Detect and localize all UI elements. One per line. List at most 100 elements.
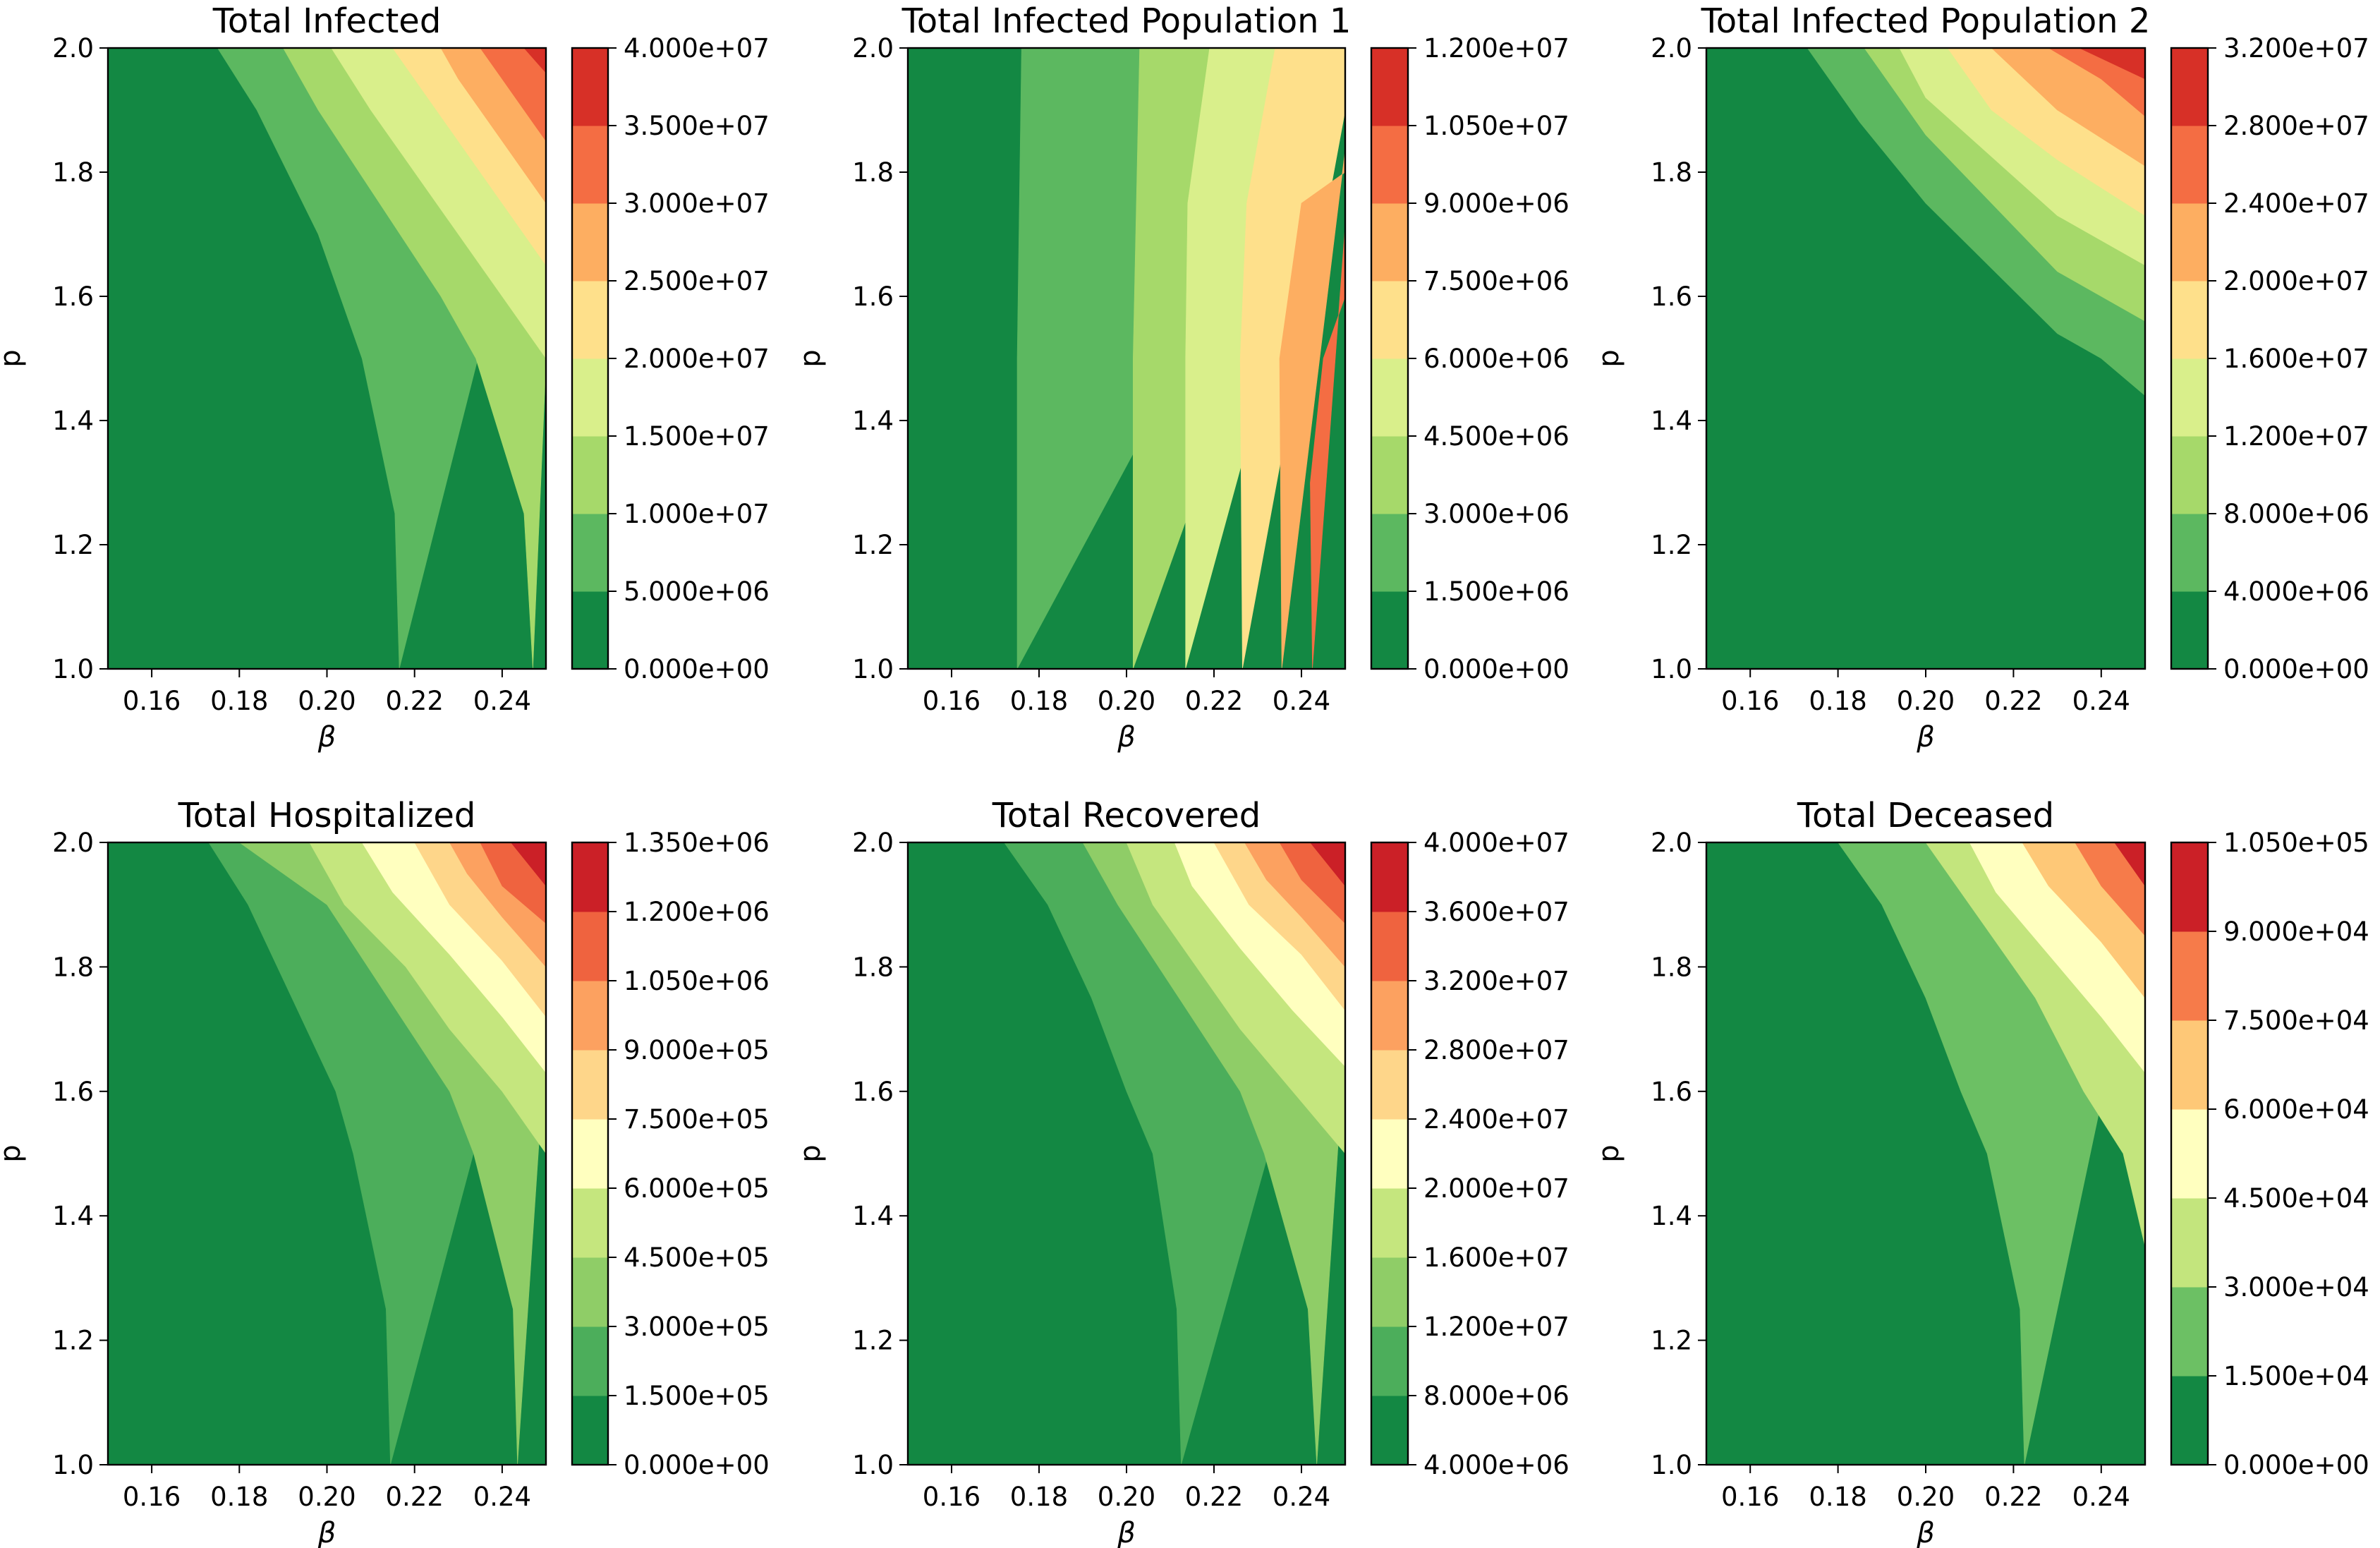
colorbar-swatch — [2171, 842, 2208, 932]
colorbar-swatch — [2171, 48, 2208, 126]
chart-title: Total Recovered — [992, 796, 1261, 835]
colorbar-swatch — [572, 591, 608, 670]
colorbar-swatch — [572, 1396, 608, 1465]
contour-band — [1279, 147, 1345, 669]
colorbar-tick-label: 4.000e+07 — [1423, 828, 1570, 858]
chart-title: Total Infected — [212, 1, 442, 41]
y-tick-label: 1.8 — [1651, 157, 1692, 188]
contour-panel: Total Recovered 0.16 0.18 0.20 0.22 0.24 1.0 1.… — [794, 796, 1570, 1548]
x-tick-label: 0.24 — [473, 1482, 531, 1512]
y-tick-label: 1.0 — [1651, 1450, 1692, 1480]
colorbar-tick-label: 0.000e+00 — [624, 1450, 770, 1480]
colorbar-swatch — [1371, 912, 1408, 981]
colorbar: 0.000e+00 4.000e+06 8.000e+06 1.200e+07 1.60… — [2170, 33, 2369, 684]
colorbar-swatch — [572, 1050, 608, 1120]
colorbar-swatch — [1371, 1119, 1408, 1189]
x-tick-label: 0.16 — [1721, 686, 1779, 716]
colorbar-tick-label: 0.000e+00 — [2223, 654, 2369, 684]
y-tick-label: 1.8 — [52, 157, 94, 188]
colorbar-swatch — [572, 842, 608, 912]
colorbar-tick-label: 9.000e+05 — [624, 1035, 770, 1065]
contour-band — [510, 842, 546, 887]
colorbar-tick-label: 1.350e+06 — [624, 828, 770, 858]
y-axis-label: p — [0, 349, 27, 367]
contour-panel: Total Infected Population 2 0.16 0.18 0.20 0… — [1593, 1, 2369, 754]
y-tick-label: 1.2 — [52, 530, 94, 560]
colorbar-frame — [571, 841, 609, 1466]
colorbar-swatch — [1371, 591, 1408, 670]
colorbar-swatch — [572, 912, 608, 981]
contour-bands — [908, 48, 1345, 669]
x-tick-label: 0.22 — [1984, 686, 2042, 716]
colorbar-swatch — [572, 1119, 608, 1189]
y-tick-label: 1.6 — [1651, 282, 1692, 312]
colorbar-tick-label: 2.000e+07 — [2223, 266, 2369, 296]
chart-title: Total Infected Population 1 — [901, 1, 1352, 41]
x-tick-label: 0.24 — [473, 686, 531, 716]
colorbar-tick-label: 2.400e+07 — [1423, 1104, 1570, 1135]
colorbar-swatch — [2171, 281, 2208, 359]
y-tick-label: 1.0 — [1651, 654, 1692, 684]
x-tick-label: 0.16 — [923, 1482, 980, 1512]
colorbar-swatch — [2171, 1020, 2208, 1110]
y-tick-label: 1.2 — [852, 530, 894, 560]
colorbar-tick-label: 2.000e+07 — [1423, 1173, 1570, 1204]
y-tick-label: 2.0 — [52, 33, 94, 64]
colorbar-swatch — [1371, 842, 1408, 912]
y-tick-label: 1.4 — [1651, 406, 1692, 436]
colorbar-tick-label: 1.500e+05 — [624, 1381, 770, 1411]
colorbar-swatch — [1371, 436, 1408, 514]
x-tick-label: 0.16 — [123, 686, 181, 716]
colorbar-swatch — [2171, 1287, 2208, 1377]
x-tick-label: 0.22 — [1185, 686, 1243, 716]
colorbar-tick-label: 1.000e+07 — [624, 499, 770, 529]
colorbar-tick-label: 1.200e+07 — [2223, 421, 2369, 452]
colorbar-tick-label: 2.500e+07 — [624, 266, 770, 296]
colorbar-swatch — [1371, 281, 1408, 359]
colorbar-swatch — [572, 1188, 608, 1258]
y-tick-label: 1.6 — [52, 282, 94, 312]
x-tick-label: 0.20 — [1897, 1482, 1955, 1512]
x-axis-label: β — [1916, 721, 1935, 754]
x-tick-label: 0.24 — [1273, 686, 1330, 716]
y-tick-label: 1.0 — [852, 1450, 894, 1480]
y-tick-label: 2.0 — [852, 33, 894, 64]
colorbar-frame — [1370, 841, 1409, 1466]
x-axis-label: β — [317, 1517, 336, 1548]
colorbar-swatch — [1371, 981, 1408, 1051]
colorbar-tick-label: 3.000e+07 — [624, 188, 770, 219]
colorbar: 0.000e+00 1.500e+06 3.000e+06 4.500e+06 6.00… — [1370, 33, 1570, 684]
colorbar-tick-label: 8.000e+06 — [1423, 1381, 1570, 1411]
colorbar-tick-label: 2.400e+07 — [2223, 188, 2369, 219]
colorbar-swatch — [2171, 591, 2208, 670]
colorbar-tick-label: 6.000e+04 — [2223, 1094, 2369, 1125]
colorbar-tick-label: 1.200e+07 — [1423, 1312, 1570, 1342]
colorbar-tick-label: 4.000e+07 — [624, 33, 770, 64]
colorbar-tick-label: 7.500e+05 — [624, 1104, 770, 1135]
y-tick-label: 2.0 — [852, 828, 894, 858]
colorbar-tick-label: 4.500e+05 — [624, 1242, 770, 1273]
y-tick-label: 1.4 — [52, 406, 94, 436]
y-tick-label: 2.0 — [52, 828, 94, 858]
y-axis-label: p — [0, 1144, 27, 1162]
y-tick-label: 1.6 — [1651, 1077, 1692, 1107]
x-tick-label: 0.24 — [1273, 1482, 1330, 1512]
colorbar-tick-label: 3.200e+07 — [2223, 33, 2369, 64]
chart-title: Total Infected Population 2 — [1701, 1, 2151, 41]
contour-band — [2114, 842, 2145, 887]
colorbar-swatch — [2171, 514, 2208, 592]
colorbar-swatch — [2171, 358, 2208, 437]
contour-band — [523, 48, 546, 73]
contour-band — [480, 48, 546, 142]
colorbar-swatch — [1371, 1257, 1408, 1327]
colorbar-tick-label: 9.000e+06 — [1423, 188, 1570, 219]
y-tick-label: 1.4 — [52, 1201, 94, 1231]
colorbar-swatch — [1371, 203, 1408, 282]
x-tick-label: 0.22 — [386, 686, 444, 716]
colorbar-tick-label: 0.000e+00 — [1423, 654, 1570, 684]
colorbar-swatch — [1371, 1050, 1408, 1120]
x-tick-label: 0.18 — [210, 686, 268, 716]
colorbar-swatch — [1371, 1396, 1408, 1465]
colorbar-tick-label: 7.500e+06 — [1423, 266, 1570, 296]
